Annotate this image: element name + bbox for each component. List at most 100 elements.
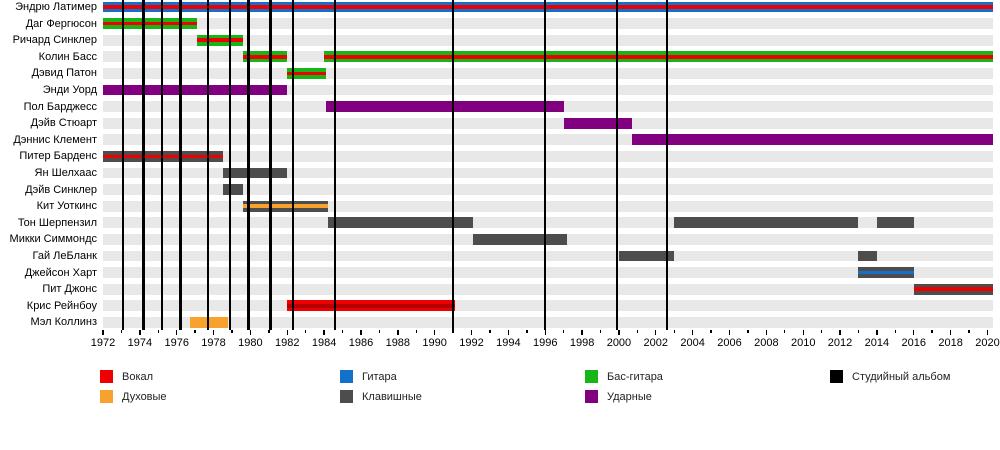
member-row-label: Энди Уорд <box>42 84 97 96</box>
legend-label: Клавишные <box>362 391 422 403</box>
axis-year-label: 2018 <box>938 336 963 349</box>
axis-year-label: 2014 <box>864 336 890 349</box>
row-band <box>103 151 993 162</box>
row-band <box>103 18 993 29</box>
axis-minor-tick <box>710 329 712 333</box>
member-row-label: Ричард Синклер <box>12 34 97 47</box>
axis-year-label: 1986 <box>348 336 374 349</box>
member-tenure-bar <box>327 217 474 229</box>
legend-color-swatch <box>100 390 113 403</box>
legend-color-swatch <box>585 370 598 383</box>
axis-year-label: 1992 <box>459 336 484 349</box>
member-row-label: Крис Рейнбоу <box>26 299 97 312</box>
row-band <box>103 68 993 79</box>
studio-album-line <box>615 0 619 330</box>
axis-minor-tick <box>415 329 417 333</box>
legend-color-swatch <box>340 370 353 383</box>
axis-major-tick <box>802 329 804 335</box>
axis-major-tick <box>139 329 141 335</box>
axis-major-tick <box>876 329 878 335</box>
axis-year-label: 1972 <box>90 336 116 349</box>
axis-major-tick <box>728 329 731 335</box>
axis-minor-tick <box>857 329 860 333</box>
row-band <box>103 117 993 129</box>
axis-major-tick <box>544 329 546 335</box>
axis-year-label: 2012 <box>827 336 853 349</box>
axis-year-label: 1980 <box>238 336 263 349</box>
member-tenure-bar <box>324 51 993 63</box>
axis-minor-tick <box>157 329 159 333</box>
axis-year-label: 2006 <box>717 336 742 349</box>
studio-album-line <box>269 0 272 330</box>
member-row-label: Микки Симмондс <box>9 233 97 246</box>
axis-minor-tick <box>526 329 528 333</box>
member-row-label: Джейсон Харт <box>24 266 97 279</box>
row-band <box>103 200 993 212</box>
member-row-label: Эндрю Латимер <box>15 1 97 13</box>
member-row-label: Дэйв Синклер <box>25 183 97 196</box>
secondary-role-stripe <box>858 270 914 275</box>
member-row-label: Даг Фергюсон <box>25 17 97 30</box>
secondary-role-stripe <box>287 303 455 308</box>
member-row-label: Гай ЛеБланк <box>32 250 97 262</box>
axis-minor-tick <box>194 329 196 333</box>
axis-year-label: 2020 <box>975 336 1000 349</box>
legend-label: Студийный альбом <box>852 371 951 383</box>
secondary-role-stripe <box>287 71 326 76</box>
secondary-role-stripe <box>196 38 244 42</box>
member-tenure-bar <box>243 51 288 63</box>
legend-color-swatch <box>100 370 113 383</box>
axis-year-label: 1998 <box>569 336 595 349</box>
axis-major-tick <box>949 329 952 335</box>
studio-album-line <box>122 0 125 330</box>
legend-color-swatch <box>340 390 353 403</box>
member-tenure-bar <box>196 34 244 46</box>
studio-album-line <box>160 0 164 330</box>
secondary-role-stripe <box>324 54 993 59</box>
axis-year-label: 1996 <box>532 336 558 349</box>
member-tenure-bar <box>563 117 632 129</box>
studio-album-line <box>206 0 210 330</box>
legend-color-swatch <box>585 390 598 403</box>
axis-major-tick <box>507 329 510 335</box>
axis-year-label: 2004 <box>680 336 705 349</box>
member-tenure-bar <box>631 134 993 146</box>
studio-album-line <box>228 0 232 330</box>
member-row-label: Тон Шерпензил <box>17 216 97 229</box>
axis-major-tick <box>176 329 178 335</box>
legend-label: Гитара <box>362 371 397 383</box>
axis-minor-tick <box>784 329 786 333</box>
row-band <box>103 84 993 96</box>
row-band <box>103 317 993 328</box>
axis-year-label: 1982 <box>275 336 300 349</box>
axis-minor-tick <box>747 329 749 333</box>
member-tenure-bar <box>287 68 326 79</box>
studio-album-line <box>179 0 182 330</box>
studio-album-line <box>665 0 669 330</box>
studio-album-line <box>451 0 455 330</box>
secondary-role-stripe <box>103 5 993 9</box>
axis-major-tick <box>397 329 399 335</box>
axis-minor-tick <box>378 329 381 333</box>
axis-year-label: 1990 <box>422 336 447 349</box>
member-tenure-bar <box>287 300 455 312</box>
member-row-label: Дэйв Стюарт <box>30 117 97 130</box>
studio-album-line <box>291 0 294 330</box>
axis-year-label: 2016 <box>901 336 927 349</box>
axis-minor-tick <box>489 329 491 333</box>
axis-major-tick <box>360 329 362 335</box>
axis-minor-tick <box>931 329 933 333</box>
member-row-label: Дэвид Патон <box>31 67 97 80</box>
member-tenure-bar <box>325 101 564 112</box>
member-tenure-bar <box>858 250 877 262</box>
axis-minor-tick <box>599 329 602 333</box>
member-row-label: Ян Шелхаас <box>34 167 97 179</box>
row-band <box>103 167 993 179</box>
member-tenure-bar <box>103 18 197 29</box>
secondary-role-stripe <box>913 287 993 291</box>
axis-major-tick <box>581 329 583 335</box>
axis-year-label: 1988 <box>385 336 411 349</box>
member-row-label: Дэннис Клемент <box>13 133 97 146</box>
axis-minor-tick <box>894 329 897 333</box>
secondary-role-stripe <box>243 204 328 208</box>
